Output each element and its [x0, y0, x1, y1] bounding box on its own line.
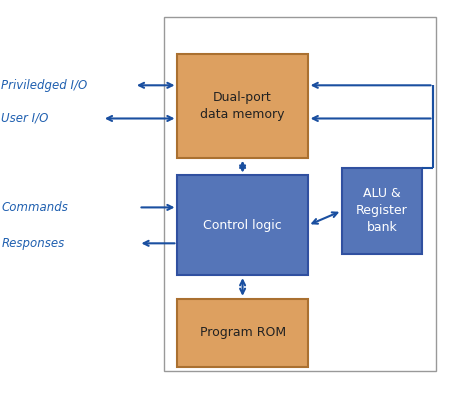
- Text: User I/O: User I/O: [1, 112, 49, 125]
- Bar: [341, 168, 421, 254]
- Text: Priviledged I/O: Priviledged I/O: [1, 79, 88, 92]
- Text: Commands: Commands: [1, 201, 68, 214]
- Bar: [177, 175, 307, 275]
- Text: Responses: Responses: [1, 237, 65, 250]
- Bar: [177, 299, 307, 367]
- Text: Dual-port
data memory: Dual-port data memory: [200, 91, 284, 121]
- Text: Program ROM: Program ROM: [199, 327, 285, 340]
- Bar: [163, 17, 435, 371]
- Bar: [177, 54, 307, 158]
- Text: Control logic: Control logic: [203, 219, 281, 232]
- Text: ALU &
Register
bank: ALU & Register bank: [355, 187, 407, 234]
